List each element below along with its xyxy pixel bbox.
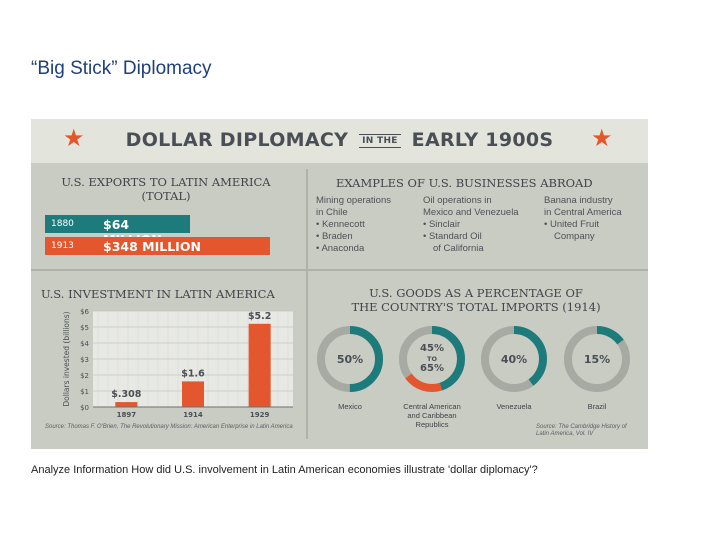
bar-1914 xyxy=(182,381,204,407)
exports-year-1880: 1880 xyxy=(51,219,74,229)
exports-title-line1: U.S. EXPORTS TO LATIN AMERICA xyxy=(61,175,271,189)
y-axis-label: Dollars invested (billions) xyxy=(62,311,71,406)
slide-title: “Big Stick” Diplomacy xyxy=(31,58,212,79)
business-item: • Anaconda xyxy=(316,243,365,254)
exports-bar-1913: 1913 $348 MILLION xyxy=(45,237,270,255)
goods-title: U.S. GOODS AS A PERCENTAGE OF THE COUNTR… xyxy=(316,286,636,314)
donut-country-label-line: Venezuela xyxy=(496,402,532,411)
y-tick-label: $3 xyxy=(80,356,89,364)
business-item: • Braden xyxy=(316,231,353,242)
donut-country-label-line: and Caribbean xyxy=(407,411,457,420)
goods-title-line2: THE COUNTRY'S TOTAL IMPORTS (1914) xyxy=(351,300,601,314)
exports-bar-1880: 1880 $64 MILLION xyxy=(45,215,190,247)
x-tick-label: 1897 xyxy=(117,411,137,419)
horizontal-divider xyxy=(31,269,648,271)
star-icon: ★ xyxy=(591,125,613,152)
business-item: • Sinclair xyxy=(423,219,461,230)
bar-1897 xyxy=(115,402,138,407)
bar-value-label: $.308 xyxy=(111,389,141,400)
exports-year-1913: 1913 xyxy=(51,241,74,251)
donut-value-label: 45% xyxy=(420,343,444,354)
businesses-title: EXAMPLES OF U.S. BUSINESSES ABROAD xyxy=(336,176,593,190)
dollar-diplomacy-infographic: ★ DOLLAR DIPLOMACY IN THE EARLY 1900S ★ … xyxy=(31,119,648,449)
donut-country-label-line: Brazil xyxy=(587,402,607,411)
exports-title-line2: (TOTAL) xyxy=(141,189,191,203)
y-tick-label: $0 xyxy=(80,404,89,412)
donut-extra-segment xyxy=(399,326,465,392)
donut-country-label-line: Republics xyxy=(415,420,449,429)
donut-value-label: TO xyxy=(427,355,437,363)
business-item: of California xyxy=(433,243,484,254)
donut-segment-central-american-and-caribbean-republics xyxy=(399,326,465,392)
donut-segment-mexico xyxy=(317,326,383,392)
donut-value-label: 40% xyxy=(501,353,527,366)
investment-source: Source: Thomas F. O'Brien, The Revolutio… xyxy=(45,424,293,430)
donut-country-label: Brazil xyxy=(552,402,642,411)
y-tick-label: $6 xyxy=(80,308,89,316)
infographic-title: DOLLAR DIPLOMACY IN THE EARLY 1900S xyxy=(31,129,648,151)
business-column-mining: Mining operations in Chile • Kennecott •… xyxy=(316,195,416,255)
business-column-oil: Oil operations in Mexico and Venezuela •… xyxy=(423,195,533,255)
x-tick-label: 1929 xyxy=(250,411,270,419)
business-heading: Oil operations in xyxy=(423,195,492,206)
title-connector: IN THE xyxy=(359,133,401,148)
donut-country-label: Central American and Caribbean Republics xyxy=(387,402,477,429)
business-heading: in Central America xyxy=(544,207,622,218)
bar-value-label: $1.6 xyxy=(181,368,205,379)
business-item: • Kennecott xyxy=(316,219,365,230)
business-item: Company xyxy=(554,231,595,242)
goods-source: Source: The Cambridge History of Latin A… xyxy=(536,424,627,437)
donut-country-label-line: Mexico xyxy=(338,402,362,411)
infographic-header: ★ DOLLAR DIPLOMACY IN THE EARLY 1900S ★ xyxy=(31,119,648,163)
donut-country-label: Venezuela xyxy=(469,402,559,411)
x-tick-label: 1914 xyxy=(183,411,203,419)
business-heading: Mexico and Venezuela xyxy=(423,207,519,218)
investment-bar-chart: $0 $1 $2 $3 $4 $5 $6 Dollars invested (billions… xyxy=(62,308,293,419)
y-tick-label: $2 xyxy=(80,372,89,380)
business-item: • United Fruit xyxy=(544,219,600,230)
donut-value-label: 50% xyxy=(337,353,363,366)
donut-value-label: 65% xyxy=(420,363,444,374)
investment-title: U.S. INVESTMENT IN LATIN AMERICA xyxy=(41,287,275,301)
business-heading: Mining operations xyxy=(316,195,391,206)
title-left: DOLLAR DIPLOMACY xyxy=(125,129,349,151)
exports-amount-1913: $348 MILLION xyxy=(103,239,201,254)
y-tick-label: $4 xyxy=(80,340,89,348)
business-item: • Standard Oil xyxy=(423,231,482,242)
exports-title: U.S. EXPORTS TO LATIN AMERICA (TOTAL) xyxy=(41,175,291,203)
bar-1929 xyxy=(248,323,271,407)
business-heading: Banana industry xyxy=(544,195,613,206)
business-heading: in Chile xyxy=(316,207,348,218)
donut-country-label: Mexico xyxy=(305,402,395,411)
donut-value-label: 15% xyxy=(584,353,610,366)
donut-segment-venezuela xyxy=(481,326,547,392)
y-tick-label: $5 xyxy=(80,324,89,332)
donut-country-label-line: Central American xyxy=(403,402,461,411)
donut-segment-brazil xyxy=(564,326,630,392)
vertical-divider xyxy=(306,169,308,439)
business-column-banana: Banana industry in Central America • Uni… xyxy=(544,195,644,243)
bar-value-label: $5.2 xyxy=(248,311,271,322)
y-tick-label: $1 xyxy=(80,388,89,396)
goods-title-line1: U.S. GOODS AS A PERCENTAGE OF xyxy=(369,286,583,300)
star-icon: ★ xyxy=(63,125,85,152)
title-right: EARLY 1900S xyxy=(411,129,554,151)
slide-caption: Analyze Information How did U.S. involve… xyxy=(31,464,538,476)
